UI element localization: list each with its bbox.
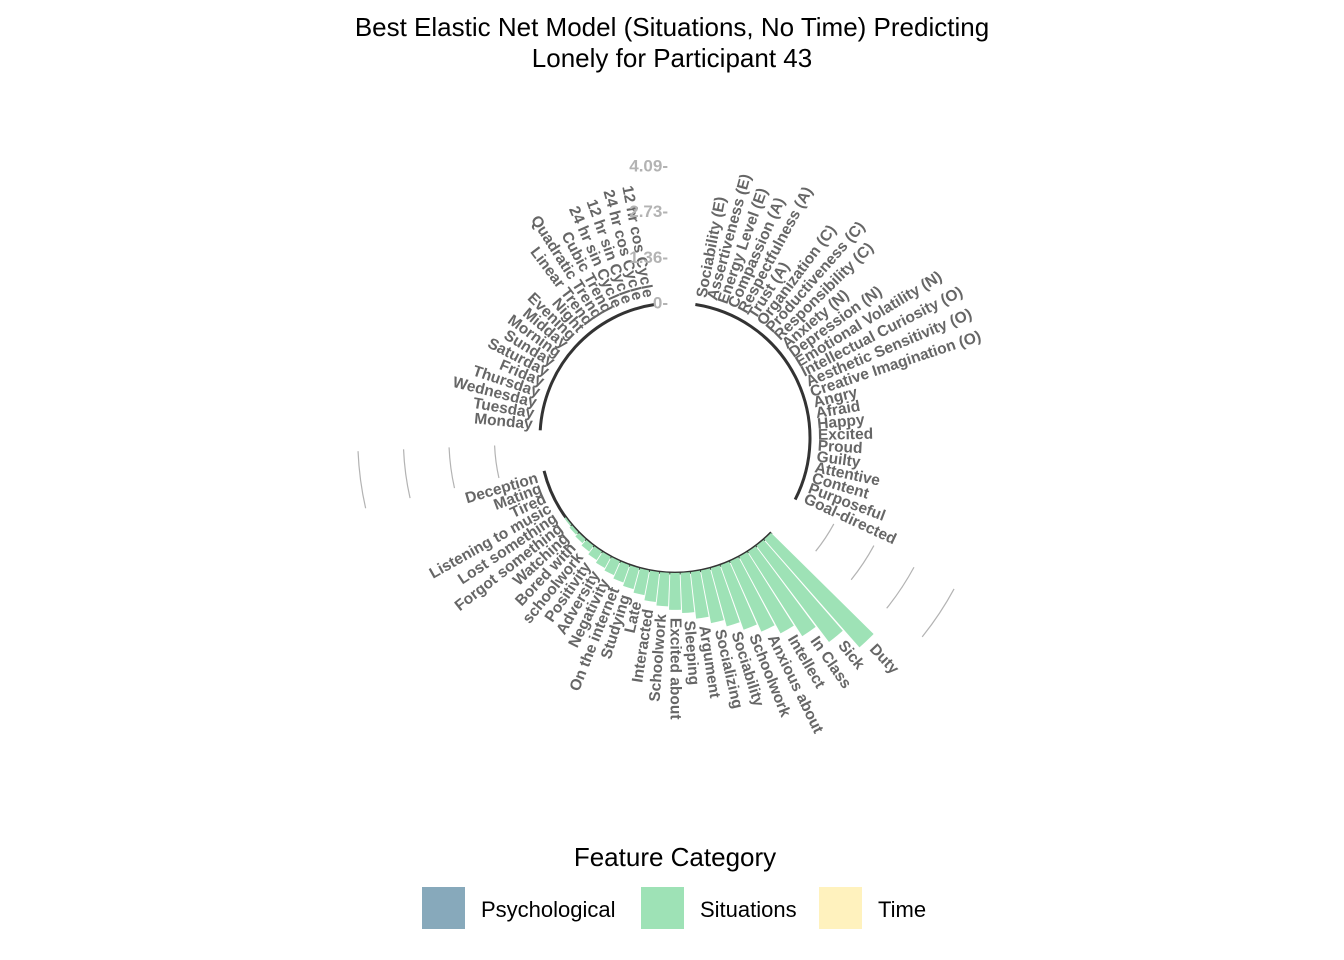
bar-late	[633, 568, 650, 596]
bar-schoolwork	[656, 572, 670, 607]
feature-label: Proud	[817, 438, 863, 458]
group-arc-time	[538, 303, 655, 431]
gap-gridline	[886, 566, 915, 609]
gap-gridline	[921, 588, 955, 638]
legend-swatch-psychological	[422, 887, 465, 929]
feature-label: Guilty	[816, 448, 862, 471]
gap-gridline	[850, 545, 875, 581]
bar-forgot-something	[564, 517, 572, 526]
bar-sick	[756, 539, 843, 643]
legend-label-psychological: Psychological	[481, 897, 616, 922]
y-tick-label: 0-	[653, 294, 668, 313]
bar-sleeping	[680, 572, 695, 614]
bar-schoolwork	[720, 561, 757, 630]
bar-positivity	[588, 546, 603, 561]
bar-watching	[569, 525, 579, 535]
bar-anxious-about	[729, 557, 775, 632]
feature-label: Happy	[817, 412, 866, 433]
bar-interacted	[644, 570, 660, 603]
legend-title: Feature Category	[574, 842, 776, 872]
legend-swatch-time	[819, 887, 862, 929]
group-arc-psychological	[695, 303, 812, 501]
bar-in-class	[747, 546, 816, 637]
legend-swatch-situations	[641, 887, 684, 929]
bar-argument	[690, 570, 709, 619]
bar-negativity	[604, 557, 621, 576]
gap-gridline	[493, 445, 500, 479]
bar-on-the-internet	[613, 561, 630, 583]
bar-studying	[623, 565, 640, 590]
legend-label-situations: Situations	[700, 897, 797, 922]
feature-label: Late	[622, 600, 646, 635]
feature-label: Schoolwork	[647, 613, 671, 702]
bar-adversity	[595, 552, 611, 568]
feature-label: Monday	[474, 410, 534, 432]
chart-title-line-2: Lonely for Participant 43	[532, 43, 812, 73]
gap-gridline	[402, 449, 411, 499]
feature-label: Excited	[818, 426, 873, 444]
y-tick-label: 2.73-	[629, 202, 668, 221]
plot-area: Sociability (E)Assertiveness (E)Energy L…	[357, 156, 983, 736]
group-arc-situations	[542, 470, 773, 575]
legend: Feature Category Psychological Situation…	[422, 842, 926, 929]
y-tick-label: 1.36-	[629, 248, 668, 267]
chart-title-line-1: Best Elastic Net Model (Situations, No T…	[355, 12, 989, 42]
legend-label-time: Time	[878, 897, 926, 922]
gap-gridline	[815, 523, 835, 552]
bar-socializing	[700, 568, 724, 624]
bar-schoolwork	[581, 539, 594, 552]
bar-duty	[764, 532, 874, 648]
feature-label: Excited about	[667, 618, 684, 720]
gap-gridline	[448, 447, 456, 489]
y-tick-label: 4.09-	[629, 156, 668, 175]
bar-sociability	[710, 565, 740, 627]
gap-gridline	[357, 451, 367, 509]
bar-bored-with	[575, 532, 586, 544]
feature-label: Duty	[866, 641, 902, 678]
feature-label: Sleeping	[680, 620, 702, 686]
bar-intellect	[739, 552, 794, 634]
bar-excited-about	[669, 572, 681, 610]
